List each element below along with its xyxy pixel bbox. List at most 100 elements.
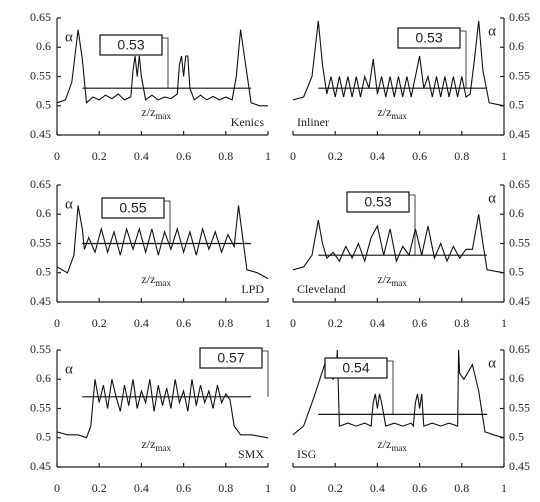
x-tick-label: 0.4	[370, 481, 385, 495]
mean-label: 0.53	[117, 37, 144, 53]
x-axis-label: z/zmax	[377, 105, 407, 121]
x-axis-label-main: z/z	[377, 105, 391, 119]
y-tick-label: 0.6	[36, 206, 51, 220]
y-tick-label: 0.6	[36, 371, 51, 385]
y-tick-label: 0.45	[30, 127, 51, 141]
x-axis-label-sub: max	[155, 278, 171, 288]
x-tick-label: 0.6	[412, 481, 427, 495]
x-axis-label-sub: max	[391, 111, 407, 121]
y-axis-label: α	[65, 29, 73, 45]
y-tick-label: 0.55	[509, 400, 530, 414]
y-tick-label: 0.5	[509, 430, 524, 444]
x-axis-label-sub: max	[155, 443, 171, 453]
x-tick-label: 1	[501, 316, 507, 330]
x-axis-label-main: z/z	[141, 105, 155, 119]
y-tick-label: 0.65	[509, 177, 530, 191]
x-tick-label: 0.6	[176, 149, 191, 163]
mean-label: 0.55	[119, 200, 146, 216]
panel-name: ISG	[297, 447, 317, 461]
x-tick-label: 0.8	[454, 316, 469, 330]
x-tick-label: 1	[265, 481, 271, 495]
x-tick-label: 0.2	[92, 481, 107, 495]
panel: 0.45 0.5 0.55 0.6 0.65 0 0.2 0.4 0.6 0.8 1 0.55 α z/z…	[30, 177, 271, 330]
x-axis-label-sub: max	[391, 443, 407, 453]
y-tick-label: 0.55	[30, 400, 51, 414]
y-tick-label: 0.65	[30, 177, 51, 191]
y-tick-label: 0.6	[509, 206, 524, 220]
x-axis-label: z/zmax	[377, 272, 407, 288]
mean-label: 0.57	[217, 350, 244, 366]
y-axis-label: α	[65, 196, 73, 212]
mean-label: 0.54	[342, 360, 369, 376]
mean-label: 0.53	[415, 30, 442, 46]
x-tick-label: 0.8	[454, 149, 469, 163]
y-tick-label: 0.5	[509, 98, 524, 112]
y-tick-label: 0.55	[30, 68, 51, 82]
mean-connector	[162, 37, 169, 89]
x-axis-label-main: z/z	[377, 272, 391, 286]
y-tick-label: 0.55	[30, 342, 51, 356]
x-tick-label: 0	[54, 481, 60, 495]
x-tick-label: 1	[501, 149, 507, 163]
x-tick-label: 0.6	[176, 316, 191, 330]
y-tick-label: 0.6	[36, 39, 51, 53]
mean-box	[101, 197, 165, 219]
panel: 0.45 0.5 0.55 0.6 0.65 0 0.2 0.4 0.6 0.8 1 0.53 α z/z…	[290, 177, 530, 330]
x-tick-label: 0.2	[328, 149, 343, 163]
panel: 0.45 0.5 0.55 0.6 0.65 0 0.2 0.4 0.6 0.8 1 0.53 α z/z…	[30, 10, 271, 163]
x-tick-label: 0	[290, 149, 296, 163]
mean-label: 0.53	[364, 194, 391, 210]
x-axis-label: z/zmax	[141, 437, 171, 453]
x-tick-label: 0.8	[218, 481, 233, 495]
x-tick-label: 1	[501, 481, 507, 495]
data-line	[292, 214, 505, 274]
y-tick-label: 0.45	[509, 127, 530, 141]
mean-box	[397, 27, 461, 49]
mean-box	[99, 34, 163, 56]
x-tick-label: 0	[54, 149, 60, 163]
x-tick-label: 0.8	[218, 316, 233, 330]
mean-connector	[387, 360, 394, 415]
mean-box	[346, 191, 410, 213]
x-tick-label: 0.8	[454, 481, 469, 495]
x-tick-label: 0.2	[328, 316, 343, 330]
x-tick-label: 0	[290, 481, 296, 495]
panel-name: Inliner	[297, 115, 329, 129]
x-axis-label-sub: max	[391, 278, 407, 288]
y-tick-label: 0.55	[509, 235, 530, 249]
x-axis-label-main: z/z	[377, 437, 391, 451]
y-tick-label: 0.6	[509, 39, 524, 53]
x-tick-label: 1	[265, 149, 271, 163]
y-tick-label: 0.45	[30, 294, 51, 308]
panel-name: LPD	[241, 282, 264, 296]
x-tick-label: 0.6	[412, 316, 427, 330]
x-axis-label: z/zmax	[377, 437, 407, 453]
y-axis-label: α	[488, 23, 496, 39]
x-tick-label: 0.2	[92, 316, 107, 330]
mean-connector	[164, 200, 171, 244]
y-tick-label: 0.45	[30, 459, 51, 473]
data-line	[292, 20, 505, 107]
x-tick-label: 1	[265, 316, 271, 330]
x-axis-label: z/zmax	[141, 272, 171, 288]
mean-connector	[460, 30, 467, 89]
panel-name: Kenics	[231, 115, 265, 129]
x-tick-label: 0.2	[328, 481, 343, 495]
mean-connector	[409, 194, 416, 256]
x-tick-label: 0.6	[176, 481, 191, 495]
y-tick-label: 0.65	[509, 342, 530, 356]
y-tick-label: 0.45	[509, 294, 530, 308]
x-tick-label: 0	[290, 316, 296, 330]
panel-name: Cleveland	[297, 282, 346, 296]
x-axis-label-sub: max	[155, 111, 171, 121]
mean-box	[324, 357, 388, 379]
x-tick-label: 0.6	[412, 149, 427, 163]
x-tick-label: 0.4	[370, 149, 385, 163]
y-tick-label: 0.55	[30, 235, 51, 249]
panel: 0.45 0.5 0.55 0.6 0.65 0 0.2 0.4 0.6 0.8 1 0.54 α z/z…	[290, 342, 530, 495]
x-tick-label: 0.4	[134, 481, 149, 495]
x-tick-label: 0.8	[218, 149, 233, 163]
x-tick-label: 0.4	[134, 149, 149, 163]
y-axis-label: α	[488, 355, 496, 371]
